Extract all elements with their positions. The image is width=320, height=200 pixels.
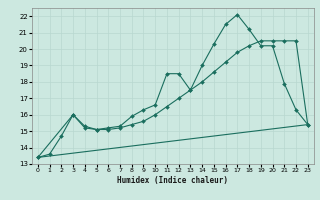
X-axis label: Humidex (Indice chaleur): Humidex (Indice chaleur): [117, 176, 228, 185]
